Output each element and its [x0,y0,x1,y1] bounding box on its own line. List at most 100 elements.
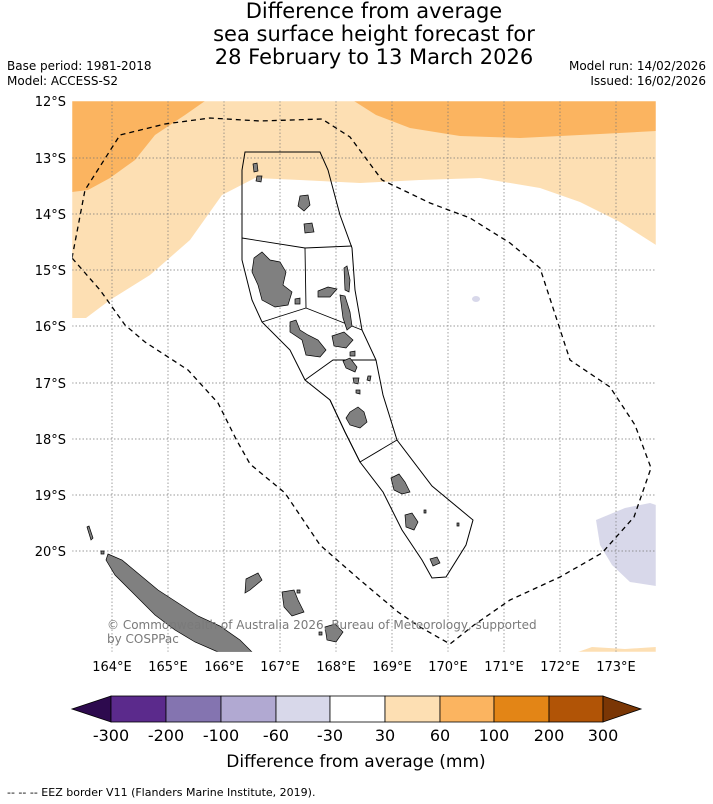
province-boundaries [241,237,398,463]
colorbar-tick: -30 [317,726,343,745]
anomaly-60-100-west [72,101,205,192]
lon-label: 166°E [204,660,244,675]
title-line-3: 28 February to 13 March 2026 [214,45,534,69]
lat-label: 12°S [35,95,66,110]
anomaly-60-100-northeast [354,101,656,138]
malekula [289,319,327,358]
tiga [296,589,301,594]
colorbar-segment [275,695,331,723]
title-line-1: Difference from average [245,0,503,23]
latitude-labels: 12°S 13°S 14°S 15°S 16°S 17°S 18°S 19°S … [35,95,66,560]
lat-label: 20°S [35,545,66,560]
colorbar-segment [329,695,386,723]
lon-label: 173°E [596,660,636,675]
lifou [281,589,305,617]
epi [342,357,358,373]
colorbar-tick: 200 [534,726,565,745]
copyright-line-1: © Commonwealth of Australia 2026, Bureau… [107,618,537,632]
gaua [303,222,315,234]
issued-date: Issued: 16/02/2026 [590,74,706,88]
lat-label: 19°S [35,489,66,504]
paama [349,350,356,357]
colorbar-segment [548,695,604,723]
lat-label: 15°S [35,264,66,279]
mare [324,623,344,643]
colorbar-tick: 300 [588,726,619,745]
eez-border [72,117,652,645]
anomaly-30-60-patch-southeast [578,647,656,652]
lon-label: 172°E [540,660,580,675]
lon-label: 164°E [92,660,132,675]
ambae [317,286,338,298]
emae [355,389,361,395]
banks-island-small [255,175,263,183]
colorbar-ticks: -300 -200 -100 -60 -30 30 60 100 200 300 [93,726,618,745]
efate [345,406,368,429]
aneityum [429,556,441,567]
belep [86,525,94,541]
anomaly-30-60-region [72,101,656,318]
lon-label: 167°E [260,660,300,675]
base-period: Base period: 1981-2018 [7,59,152,73]
tanna [404,512,419,531]
title-line-2: sea surface height forecast for [213,22,535,46]
ouvea [244,572,263,594]
lon-label: 171°E [484,660,524,675]
model-run: Model run: 14/02/2026 [568,59,706,73]
lon-label: 169°E [372,660,412,675]
anomaly-neg30-60-spot [472,296,480,302]
grande-terre [105,553,253,652]
lat-label: 14°S [35,208,66,223]
colorbar-tick: 60 [430,726,450,745]
espiritu-santo [251,251,293,308]
tongoa [352,377,360,385]
aniwa [423,509,427,514]
lon-label: 168°E [316,660,356,675]
map-area [72,101,656,652]
meta-left: Base period: 1981-2018 Model: ACCESS-S2 [7,59,152,89]
lon-label: 170°E [428,660,468,675]
lat-label: 13°S [35,152,66,167]
meta-right: Model run: 14/02/2026 Issued: 16/02/2026 [569,59,706,89]
map-frame [71,100,657,653]
lat-label: 16°S [35,320,66,335]
colorbar-label: Difference from average (mm) [226,752,485,772]
lat-label: 17°S [35,377,66,392]
colorbar-segment [220,695,277,723]
pentecost [339,294,353,331]
vanuatu-islands [251,162,460,567]
lat-label: 18°S [35,433,66,448]
new-caledonia-islands [86,525,344,652]
colorbar-tick: -300 [93,726,129,745]
colorbar-tick: -100 [203,726,239,745]
colorbar-segment [493,695,550,723]
colorbar-tick: 100 [479,726,510,745]
ambrym [331,331,354,349]
vanua-lava [297,194,311,212]
colorbar-tick: -200 [148,726,184,745]
copyright-line-2: by COSPPac [107,632,179,646]
shepherd-small [366,375,372,382]
futuna [456,522,460,527]
colorbar-segment [110,695,167,723]
longitude-labels: 164°E 165°E 166°E 167°E 168°E 169°E 170°… [92,660,636,675]
graticule [72,101,656,652]
lon-label: 165°E [148,660,188,675]
small-islet-nc [100,550,105,555]
malo [294,297,301,305]
colorbar [70,695,643,723]
colorbar-segment [439,695,495,723]
colorbar-segment [165,695,222,723]
vanuatu-eez-boundary [241,151,474,579]
colorbar-extend-high [602,695,643,723]
torres-islands [252,162,259,173]
erromango [390,473,411,495]
colorbar-tick: 30 [375,726,395,745]
colorbar-segment [384,695,441,723]
maewo [343,265,351,293]
model-name: Model: ACCESS-S2 [7,74,119,88]
colorbar-extend-low [70,695,112,723]
eez-footnote: -- -- -- EEZ border V11 (Flanders Marine… [7,786,316,799]
chart-title: Difference from average sea surface heig… [0,0,713,69]
